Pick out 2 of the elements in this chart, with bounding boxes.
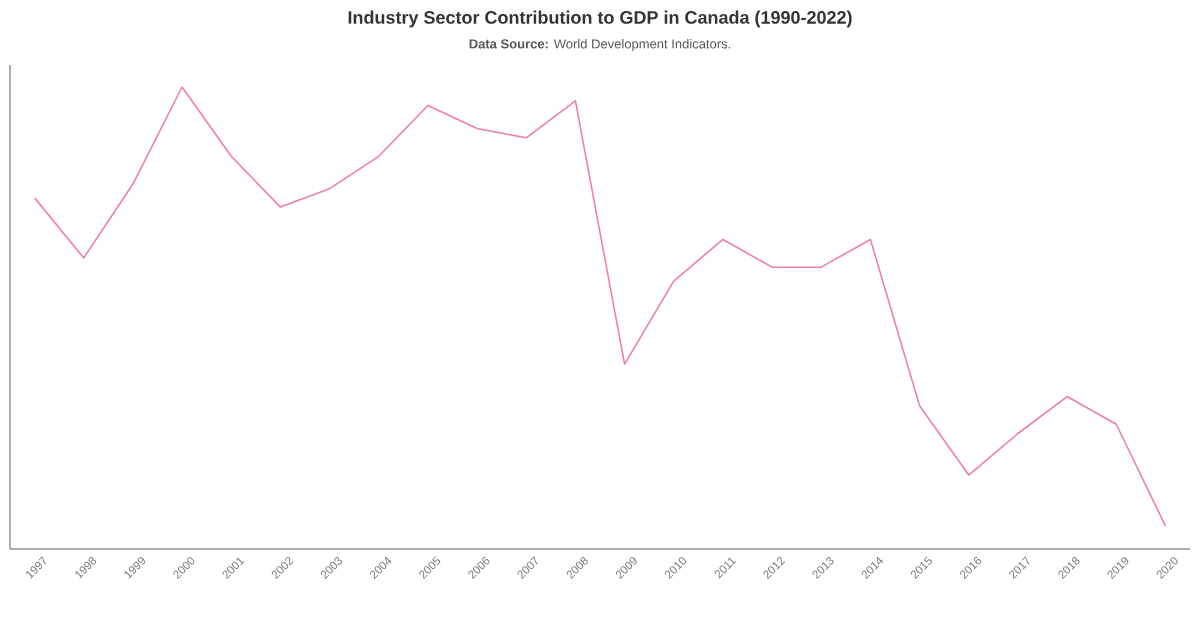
chart-subtitle: Data Source: World Development Indicators. [469,38,731,52]
chart-title: Industry Sector Contribution to GDP in Canada (1990-2022) [348,10,852,28]
